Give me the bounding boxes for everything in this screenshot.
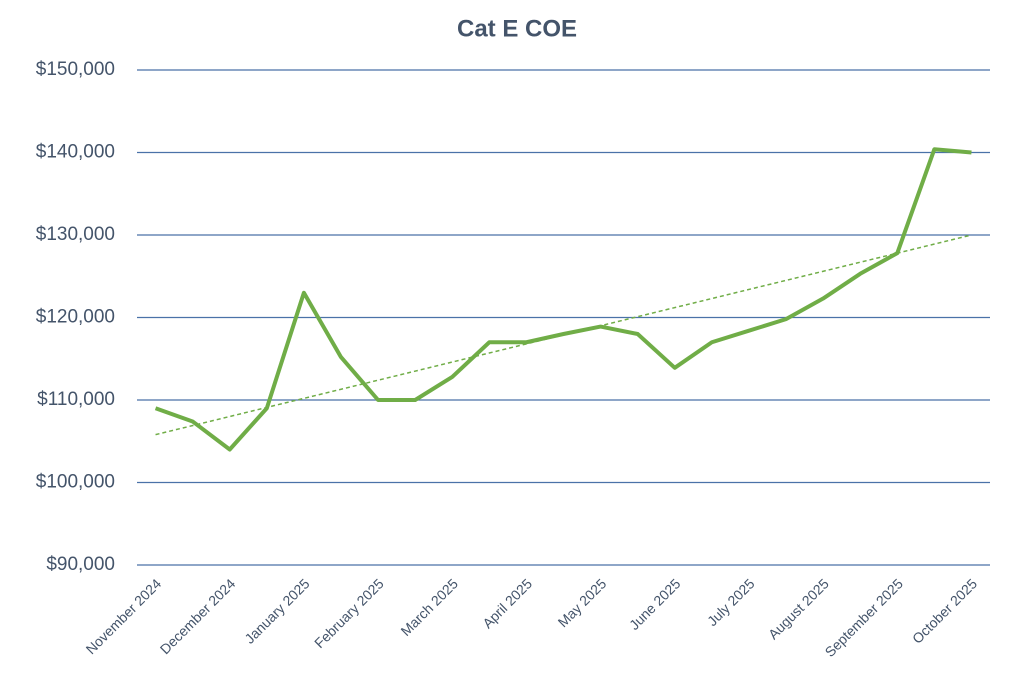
x-tick-label: July 2025 (704, 575, 758, 629)
x-tick-label: February 2025 (311, 575, 387, 651)
y-tick-label: $120,000 (36, 307, 115, 328)
y-tick-label: $90,000 (46, 554, 115, 575)
x-tick-label: June 2025 (626, 575, 684, 633)
y-tick-label: $130,000 (36, 224, 115, 245)
chart-title: Cat E COE (457, 15, 577, 42)
line-series (154, 147, 972, 452)
x-tick-label: April 2025 (479, 575, 535, 631)
x-tick-label: May 2025 (555, 575, 610, 630)
x-tick-label: August 2025 (765, 575, 832, 642)
x-tick-label: November 2024 (83, 575, 165, 657)
x-tick-label: October 2025 (909, 575, 980, 646)
y-tick-label: $140,000 (36, 142, 115, 163)
x-tick-label: March 2025 (397, 575, 461, 639)
y-tick-label: $110,000 (37, 389, 115, 410)
x-tick-label: December 2024 (157, 575, 239, 657)
y-tick-label: $100,000 (36, 472, 115, 493)
y-tick-label: $150,000 (36, 59, 115, 80)
x-tick-label: January 2025 (241, 575, 312, 646)
x-tick-label: September 2025 (822, 575, 907, 660)
